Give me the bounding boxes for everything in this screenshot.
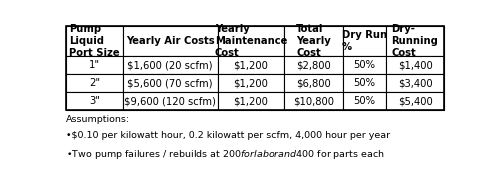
Text: $1,600 (20 scfm): $1,600 (20 scfm) [128, 60, 213, 70]
Bar [386, 26, 444, 56]
Text: $3,400: $3,400 [398, 78, 432, 88]
Text: 1": 1" [89, 60, 100, 70]
Text: Yearly Air Costs: Yearly Air Costs [126, 36, 214, 46]
Bar [386, 74, 444, 92]
Bar [218, 56, 284, 74]
Text: Dry Run
%: Dry Run % [342, 30, 387, 52]
Text: 50%: 50% [354, 96, 376, 106]
Bar [284, 92, 343, 110]
Bar [386, 56, 444, 74]
Text: $6,800: $6,800 [296, 78, 331, 88]
Text: Assumptions:: Assumptions: [66, 115, 130, 124]
Bar [66, 26, 444, 110]
Text: $1,200: $1,200 [234, 60, 268, 70]
Bar [218, 74, 284, 92]
Bar [218, 92, 284, 110]
Bar [66, 56, 122, 74]
Bar [66, 74, 122, 92]
Bar [284, 74, 343, 92]
Text: •$0.10 per kilowatt hour, 0.2 kilowatt per scfm, 4,000 hour per year: •$0.10 per kilowatt hour, 0.2 kilowatt p… [66, 131, 390, 140]
Bar [386, 92, 444, 110]
Text: 50%: 50% [354, 78, 376, 88]
Text: Total
Yearly
Cost: Total Yearly Cost [296, 24, 331, 58]
Bar [122, 92, 218, 110]
Bar [66, 92, 122, 110]
Bar [122, 56, 218, 74]
Text: $10,800: $10,800 [293, 96, 334, 106]
Bar [342, 56, 386, 74]
Text: $1,400: $1,400 [398, 60, 432, 70]
Text: $2,800: $2,800 [296, 60, 331, 70]
Bar [284, 56, 343, 74]
Bar [342, 26, 386, 56]
Text: $1,200: $1,200 [234, 96, 268, 106]
Text: 2": 2" [89, 78, 100, 88]
Bar [342, 74, 386, 92]
Text: $9,600 (120 scfm): $9,600 (120 scfm) [124, 96, 216, 106]
Text: $1,200: $1,200 [234, 78, 268, 88]
Bar [284, 26, 343, 56]
Text: Dry-
Running
Cost: Dry- Running Cost [392, 24, 438, 58]
Text: 3": 3" [89, 96, 100, 106]
Bar [342, 92, 386, 110]
Bar [122, 26, 218, 56]
Bar [218, 26, 284, 56]
Text: $5,400: $5,400 [398, 96, 432, 106]
Bar [122, 74, 218, 92]
Text: Yearly
Maintenance
Cost: Yearly Maintenance Cost [215, 24, 287, 58]
Text: 50%: 50% [354, 60, 376, 70]
Text: •Two pump failures / rebuilds at $200 for labor and $400 for parts each: •Two pump failures / rebuilds at $200 fo… [66, 148, 385, 161]
Text: Pump
Liquid
Port Size: Pump Liquid Port Size [69, 24, 120, 58]
Bar [66, 26, 122, 56]
Text: $5,600 (70 scfm): $5,600 (70 scfm) [128, 78, 213, 88]
